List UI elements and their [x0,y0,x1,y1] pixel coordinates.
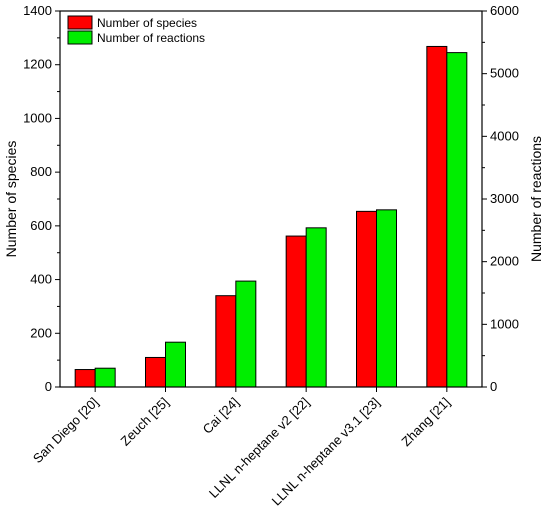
bar-species-3 [285,235,307,388]
y-right-tick-label-5: 5000 [490,66,519,81]
x-tick-label-2: Cai [24] [200,395,242,437]
bar-reactions-4 [376,209,397,388]
y-right-tick-label-1: 1000 [490,316,519,331]
y-right-tick-label-6: 6000 [490,3,519,18]
y-axis-left-title: Number of species [3,141,19,258]
y-left-tick-label-7: 1400 [23,3,52,18]
legend-label-species: Number of species [97,16,197,30]
y-right-tick-label-0: 0 [490,379,497,394]
bar-species-0 [74,369,96,388]
y-right-tick-label-3: 3000 [490,191,519,206]
y-right-tick-label-2: 2000 [490,254,519,269]
legend-label-reactions: Number of reactions [97,31,205,45]
y-left-tick-label-0: 0 [45,379,52,394]
y-left-tick-label-4: 800 [30,164,52,179]
y-left-tick-label-2: 400 [30,272,52,287]
x-tick-label-0: San Diego [20] [30,395,101,466]
y-left-tick-label-6: 1200 [23,57,52,72]
bar-species-4 [356,210,377,388]
bar-reactions-2 [235,280,257,388]
x-tick-label-1: Zeuch [25] [118,395,172,449]
legend: Number of species Number of reactions [67,15,205,45]
bar-species-2 [215,295,237,388]
plot-frame [59,10,483,388]
bars [74,45,468,388]
bar-reactions-3 [305,227,327,388]
y-left-tick-label-3: 600 [30,218,52,233]
legend-swatch-reactions [67,30,93,45]
y-axis-right-title: Number of reactions [528,136,544,262]
y-left-tick-label-1: 200 [30,325,52,340]
bar-species-5 [426,45,448,388]
legend-swatch-species [67,15,93,30]
bar-reactions-5 [446,52,468,388]
axis-ticks [55,10,487,392]
bar-reactions-0 [94,367,116,388]
y-left-tick-label-5: 1000 [23,110,52,125]
bar-reactions-1 [165,341,186,388]
x-tick-label-5: Zhang [21] [398,395,453,450]
y-right-tick-label-4: 4000 [490,128,519,143]
bar-species-1 [145,356,166,388]
